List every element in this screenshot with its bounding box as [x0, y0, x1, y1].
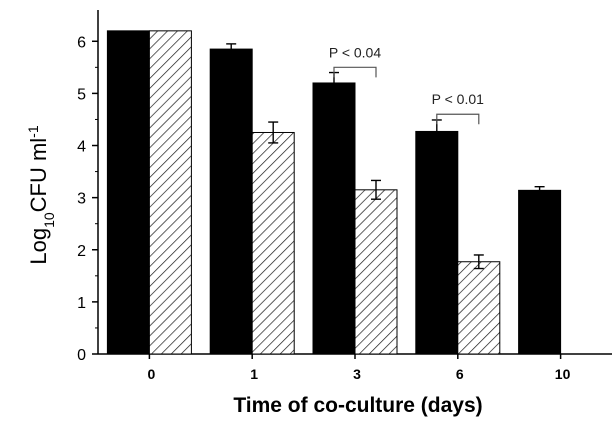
y-axis-title-main: CFU ml: [26, 138, 51, 213]
bars: [106, 30, 562, 355]
bar-hatched: [354, 189, 398, 355]
y-tick-label: 5: [77, 86, 86, 103]
bar-hatched: [251, 131, 295, 355]
y-tick-label: 3: [77, 191, 86, 208]
bar-solid: [415, 130, 459, 355]
y-axis-title-superscript: -1: [25, 125, 41, 138]
y-tick-label: 0: [77, 347, 86, 364]
bar-solid: [209, 48, 253, 355]
x-tick-label: 10: [555, 366, 571, 382]
x-tick-label: 3: [353, 366, 361, 382]
significance-bracket: [333, 66, 377, 78]
y-tick-label: 2: [77, 243, 86, 260]
bar-solid: [518, 189, 562, 355]
significance-label: P < 0.04: [329, 44, 382, 60]
y-tick-label: 6: [77, 34, 86, 51]
x-tick-label: 0: [148, 366, 156, 382]
significance-label: P < 0.01: [432, 91, 485, 107]
y-axis-title-subscript: 10: [41, 212, 57, 228]
x-axis-title: Time of co-culture (days): [233, 394, 482, 417]
annotations: P < 0.04 P < 0.01: [329, 44, 485, 125]
significance-bracket: [436, 113, 480, 125]
bar-solid: [106, 30, 150, 355]
bar-hatched: [148, 30, 192, 355]
x-tick-label: 6: [456, 366, 464, 382]
bar-solid: [312, 82, 356, 355]
y-tick-label: 1: [77, 295, 86, 312]
y-axis-title: Log10CFU ml-1: [25, 125, 57, 265]
x-tick-label: 1: [250, 366, 258, 382]
bar-hatched: [457, 261, 501, 355]
y-tick-label: 4: [77, 139, 86, 156]
y-axis-title-base: Log: [26, 228, 51, 265]
